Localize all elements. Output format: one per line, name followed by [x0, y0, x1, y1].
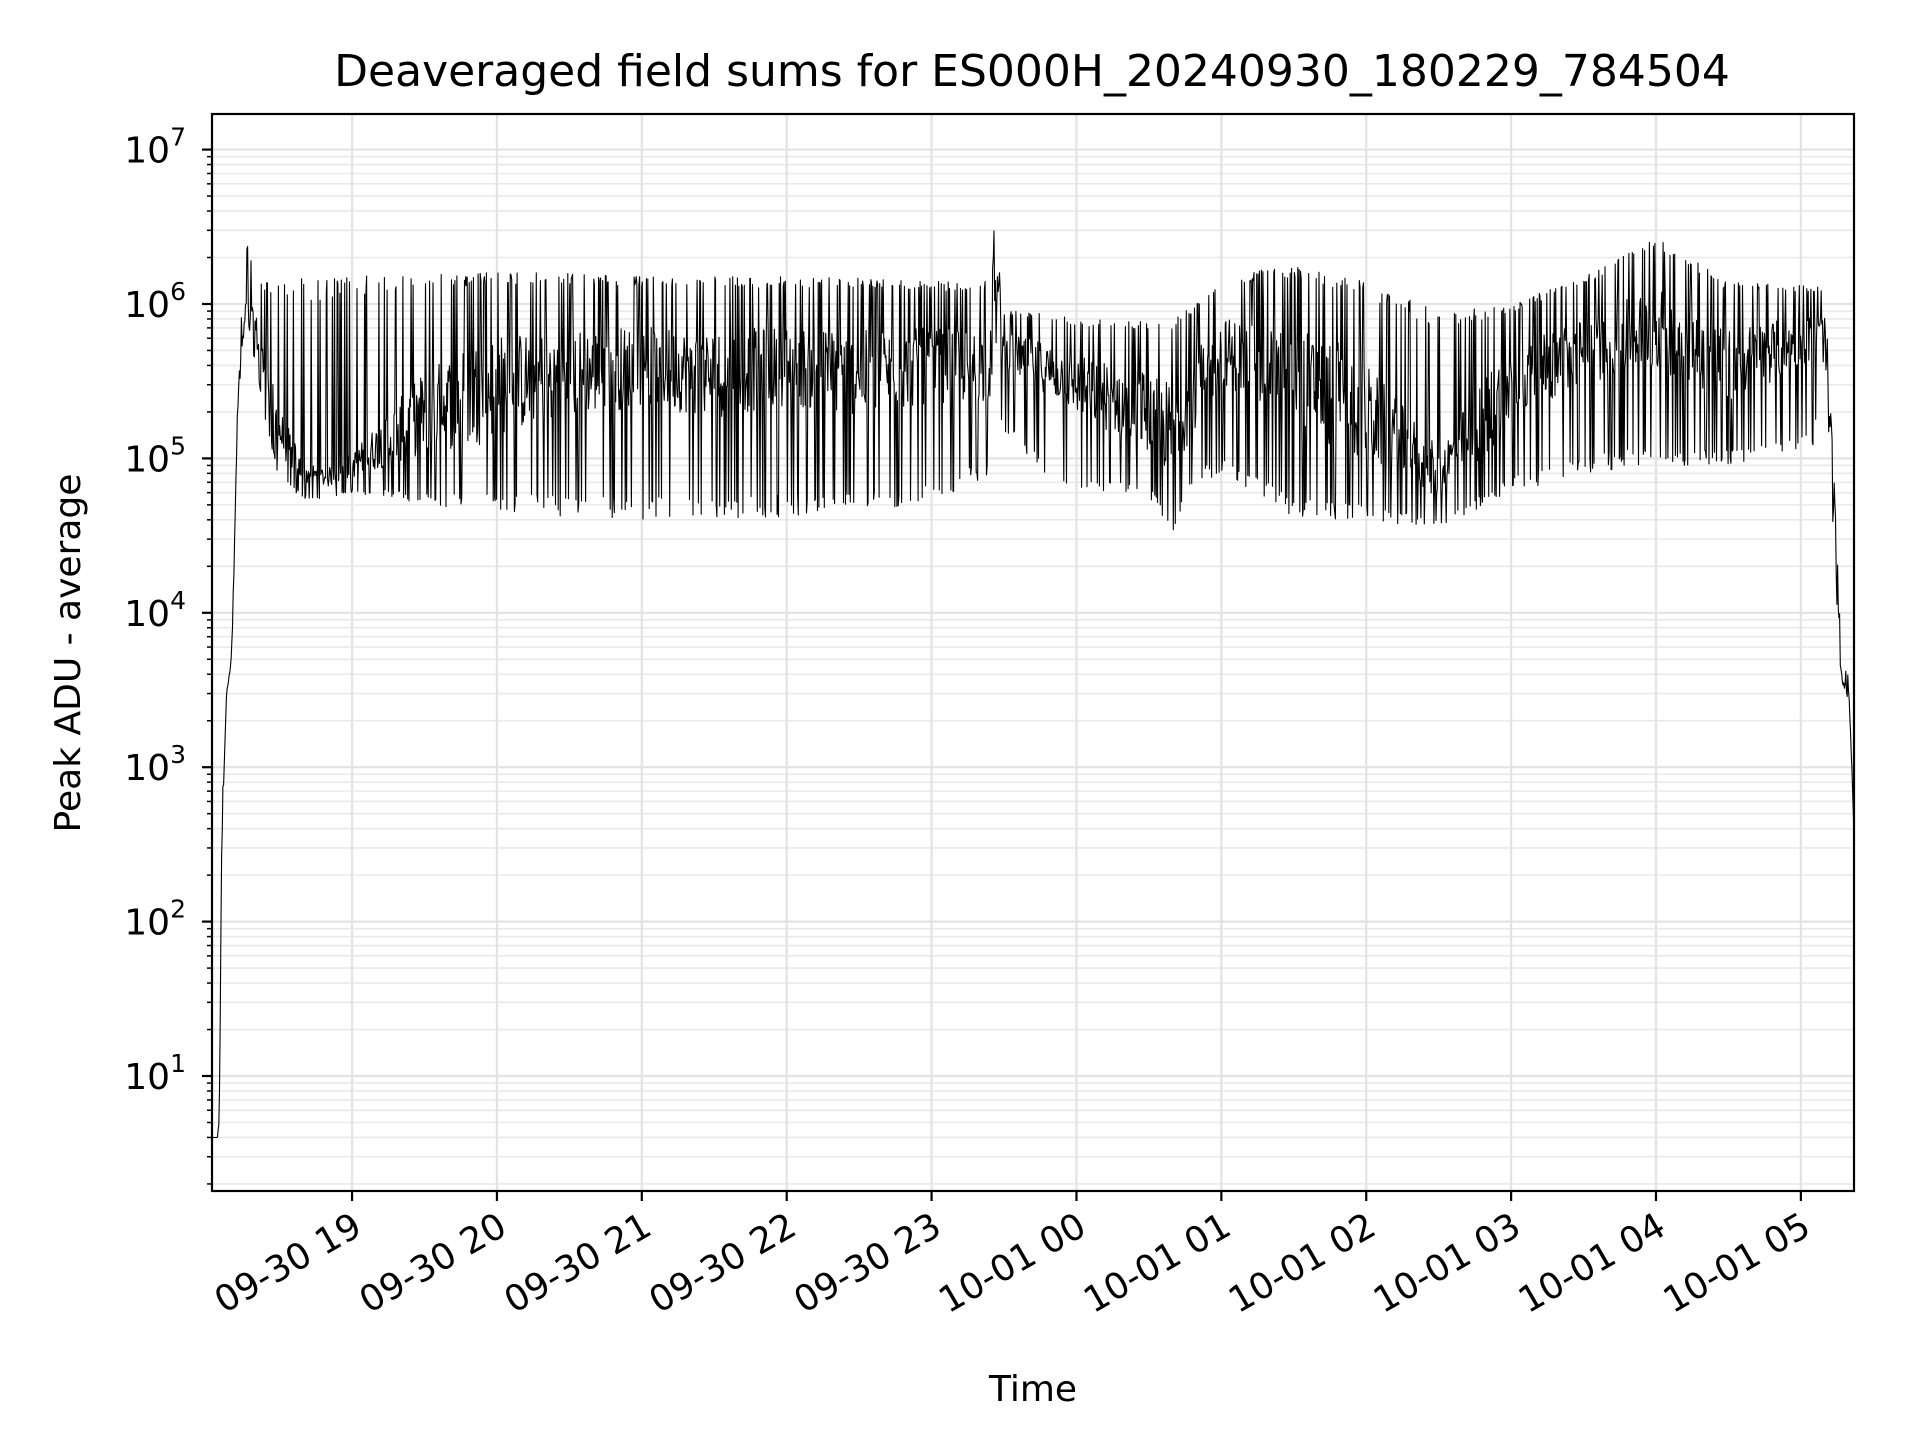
y-tick-base: 10: [124, 285, 170, 326]
y-tick-exponent: 5: [170, 431, 186, 460]
y-tick-exponent: 7: [170, 123, 186, 152]
y-tick-base: 10: [124, 439, 170, 480]
y-tick-label: 104: [124, 586, 186, 635]
series-line: [212, 230, 1855, 1139]
grid: [212, 114, 1854, 1191]
y-axis-label: Peak ADU - average: [48, 474, 89, 833]
y-tick-exponent: 2: [170, 895, 186, 924]
axis-ticks: [202, 148, 1802, 1201]
y-tick-base: 10: [124, 594, 170, 635]
y-tick-label: 103: [124, 740, 186, 789]
y-tick-exponent: 1: [170, 1049, 186, 1078]
y-tick-base: 10: [124, 903, 170, 944]
chart-title: Deaveraged field sums for ES000H_2024093…: [334, 46, 1730, 97]
y-tick-base: 10: [124, 748, 170, 789]
x-axis-label: Time: [988, 1369, 1077, 1410]
y-tick-exponent: 4: [170, 586, 186, 615]
y-tick-label: 106: [124, 277, 186, 326]
y-tick-base: 10: [124, 131, 170, 172]
y-tick-label: 101: [124, 1049, 186, 1098]
y-tick-label: 102: [124, 895, 186, 944]
plot-frame: [210, 112, 1856, 1193]
y-tick-label: 105: [124, 431, 186, 480]
y-tick-label: 107: [124, 123, 186, 172]
y-tick-exponent: 6: [170, 277, 186, 306]
y-tick-exponent: 3: [170, 740, 186, 769]
y-tick-base: 10: [124, 1057, 170, 1098]
